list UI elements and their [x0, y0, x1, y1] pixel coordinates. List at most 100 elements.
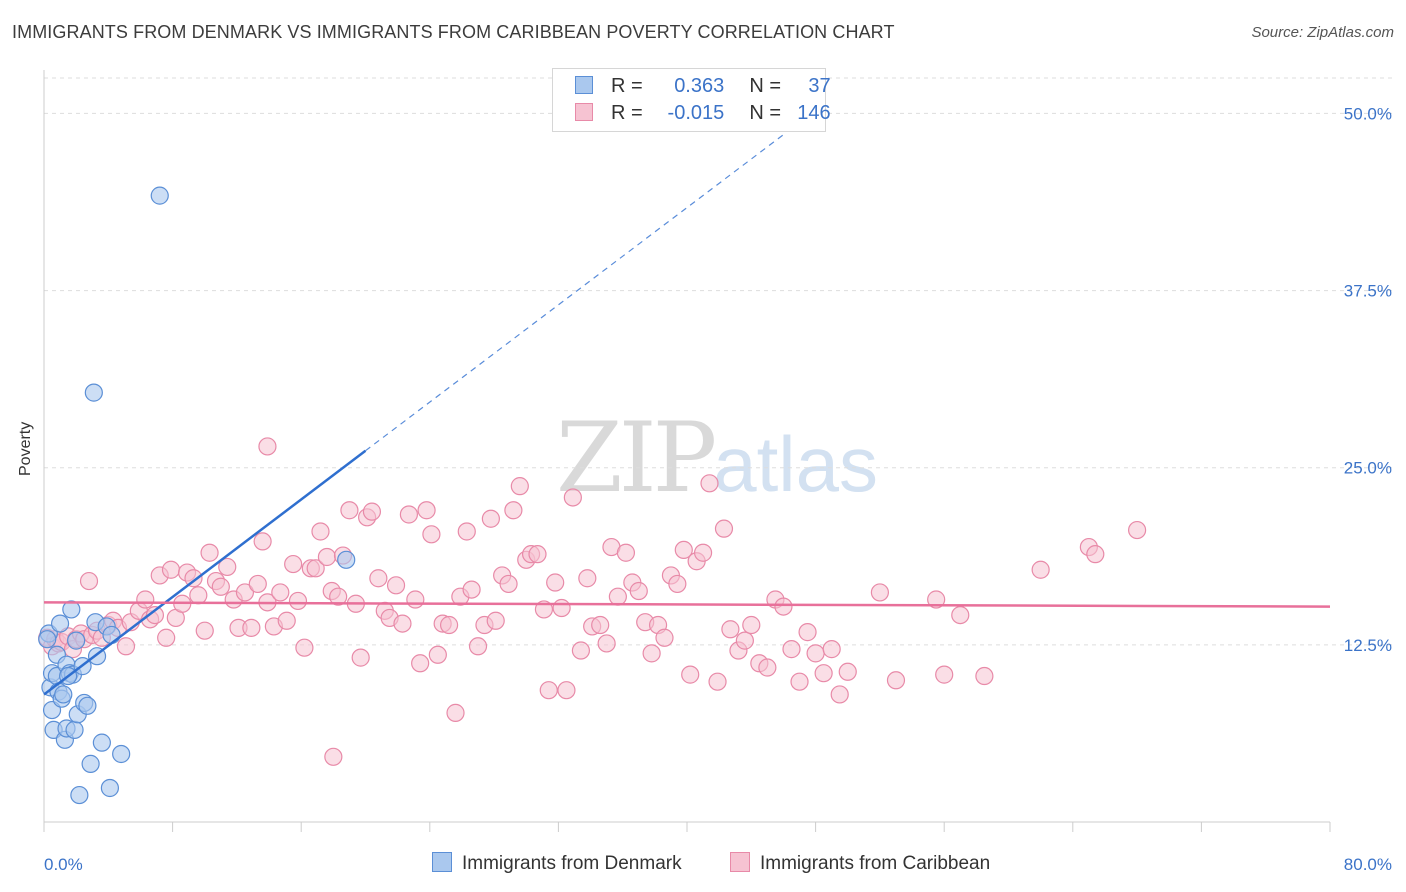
denmark-point — [337, 550, 356, 569]
caribbean-point — [714, 519, 734, 538]
caribbean-point — [462, 580, 481, 599]
caribbean-point — [200, 543, 219, 562]
caribbean-point — [136, 590, 155, 609]
caribbean-point — [700, 474, 719, 493]
caribbean-point — [539, 681, 558, 700]
y-tick-label: 25.0% — [1344, 459, 1392, 478]
caribbean-point — [189, 586, 208, 605]
denmark-point — [54, 685, 73, 704]
bottom-legend-swatch-caribbean — [730, 852, 750, 872]
denmark-trend-line — [43, 449, 367, 696]
denmark-point — [67, 631, 86, 650]
caribbean-point — [758, 658, 777, 677]
caribbean-point — [288, 591, 308, 611]
caribbean-point — [439, 615, 459, 635]
watermark-atlas: atlas — [713, 420, 878, 508]
caribbean-point — [578, 569, 597, 588]
y-tick-label: 37.5% — [1344, 282, 1392, 301]
caribbean-point — [258, 437, 277, 456]
caribbean-point — [681, 665, 700, 684]
caribbean-point — [951, 605, 970, 625]
caribbean-point — [557, 681, 576, 700]
legend-n-label: N = — [749, 102, 782, 124]
caribbean-point — [386, 576, 406, 595]
caribbean-point — [674, 540, 693, 560]
legend-text-caribbean: R = -0.015 N = 146 — [611, 102, 831, 125]
caribbean-point — [510, 477, 529, 496]
caribbean-point — [417, 501, 436, 520]
legend-r-value-caribbean: -0.015 — [667, 102, 725, 124]
caribbean-point — [528, 545, 547, 564]
caribbean-point — [195, 621, 214, 640]
bottom-legend-label-denmark: Immigrants from Denmark — [462, 853, 682, 874]
caribbean-point — [422, 525, 441, 544]
caribbean-point — [317, 547, 337, 567]
legend-swatch-caribbean — [575, 103, 593, 121]
caribbean-point — [481, 509, 500, 528]
caribbean-point — [1086, 545, 1105, 564]
caribbean-point — [284, 554, 303, 574]
denmark-trend-extension — [365, 134, 784, 452]
caribbean-point — [693, 543, 713, 562]
caribbean-point — [248, 574, 267, 594]
caribbean-point — [235, 583, 255, 602]
caribbean-point — [351, 648, 370, 667]
legend-text-denmark: R = 0.363 N = 37 — [611, 75, 831, 98]
caribbean-point — [708, 672, 727, 691]
caribbean-point — [838, 662, 857, 681]
y-tick-label: 12.5% — [1344, 636, 1392, 655]
denmark-point — [81, 754, 100, 773]
caribbean-point — [616, 543, 636, 562]
caribbean-point — [446, 703, 465, 722]
caribbean-point — [552, 598, 571, 618]
caribbean-point — [306, 559, 325, 578]
caribbean-point — [668, 574, 687, 594]
caribbean-point — [324, 747, 343, 766]
caribbean-point — [329, 587, 348, 606]
caribbean-point — [161, 560, 181, 579]
caribbean-point — [242, 618, 261, 637]
caribbean-point — [597, 634, 616, 653]
caribbean-point — [340, 501, 359, 520]
caribbean-point — [782, 640, 801, 659]
denmark-point — [62, 600, 81, 619]
denmark-point — [92, 733, 111, 752]
caribbean-point — [211, 577, 230, 596]
caribbean-point — [798, 623, 817, 642]
x-tick-label: 80.0% — [1344, 855, 1392, 874]
caribbean-point — [735, 631, 754, 650]
caribbean-point — [295, 638, 314, 657]
caribbean-point — [774, 597, 793, 616]
denmark-point — [112, 744, 131, 764]
caribbean-point — [486, 611, 505, 630]
denmark-point — [70, 785, 89, 805]
caribbean-point — [935, 665, 954, 684]
caribbean-point — [393, 614, 412, 633]
caribbean-point — [822, 640, 841, 659]
denmark-point — [150, 186, 169, 205]
x-tick-label: 0.0% — [44, 855, 83, 874]
caribbean-point — [927, 590, 946, 609]
denmark-point — [102, 625, 121, 645]
caribbean-point — [157, 628, 176, 647]
caribbean-point — [806, 644, 825, 663]
caribbean-trend-line — [43, 601, 1331, 608]
legend-r-value-denmark: 0.363 — [674, 75, 725, 97]
watermark: ZIPatlas — [556, 402, 878, 514]
legend-n-label: N = — [749, 75, 782, 97]
legend-r-label: R = — [611, 102, 643, 124]
denmark-point — [65, 720, 84, 739]
caribbean-point — [468, 637, 488, 656]
caribbean-point — [218, 557, 237, 577]
y-tick-label: 50.0% — [1344, 104, 1392, 123]
caribbean-point — [790, 672, 809, 691]
caribbean-point — [79, 571, 99, 591]
chart-title: IMMIGRANTS FROM DENMARK VS IMMIGRANTS FR… — [12, 22, 895, 42]
caribbean-point — [975, 666, 994, 686]
caribbean-point — [311, 522, 330, 541]
caribbean-point — [563, 488, 582, 507]
denmark-point — [100, 778, 120, 798]
caribbean-point — [642, 644, 661, 663]
caribbean-point — [886, 671, 906, 690]
caribbean-point — [504, 501, 523, 520]
